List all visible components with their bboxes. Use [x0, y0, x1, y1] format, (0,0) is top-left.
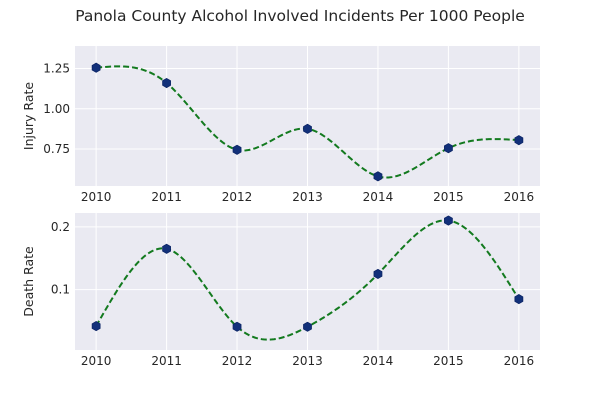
- panel-1: 2010 2011 2012 2013 2014 2015 2016 0.75 1.00 1.25…: [21, 46, 540, 204]
- data-point: [232, 321, 242, 332]
- data-point: [162, 77, 171, 89]
- y-tick-label: 1.00: [43, 102, 70, 116]
- data-point: [91, 321, 101, 332]
- data-point: [162, 243, 171, 254]
- x-tick-label: 2015: [433, 190, 464, 204]
- panels: 2010 2011 2012 2013 2014 2015 2016 0.75 1.00 1.25…: [21, 46, 540, 368]
- data-point: [514, 135, 524, 146]
- chart-title: Panola County Alcohol Involved Incidents…: [75, 7, 525, 25]
- x-tick-label: 2016: [504, 190, 535, 204]
- x-tick-label: 2013: [292, 190, 323, 204]
- data-point: [232, 144, 242, 155]
- x-tick-label: 2014: [363, 190, 394, 204]
- x-tick-label: 2013: [292, 354, 323, 368]
- data-point: [303, 123, 312, 134]
- data-point: [373, 171, 383, 182]
- y-axis-label: Death Rate: [21, 246, 36, 317]
- data-point: [373, 268, 383, 280]
- data-point: [91, 62, 101, 73]
- data-point: [514, 294, 524, 305]
- x-tick-label: 2010: [81, 190, 112, 204]
- data-point: [444, 215, 453, 226]
- y-axis-label: Injury Rate: [21, 82, 36, 150]
- data-point: [444, 143, 453, 154]
- y-tick-label: 0.2: [51, 220, 70, 234]
- x-tick-label: 2011: [151, 190, 182, 204]
- data-point: [303, 321, 312, 332]
- x-tick-label: 2015: [433, 354, 464, 368]
- y-tick-label: 0.1: [51, 283, 70, 297]
- x-tick-label: 2014: [363, 354, 394, 368]
- x-tick-label: 2016: [504, 354, 535, 368]
- x-tick-label: 2011: [151, 354, 182, 368]
- y-tick-label: 0.75: [43, 142, 70, 156]
- x-tick-label: 2012: [222, 190, 253, 204]
- x-tick-label: 2012: [222, 354, 253, 368]
- x-tick-label: 2010: [81, 354, 112, 368]
- y-tick-label: 1.25: [43, 62, 70, 76]
- panel-2: 2010 2011 2012 2013 2014 2015 2016 0.1 0.2 Death …: [21, 213, 540, 368]
